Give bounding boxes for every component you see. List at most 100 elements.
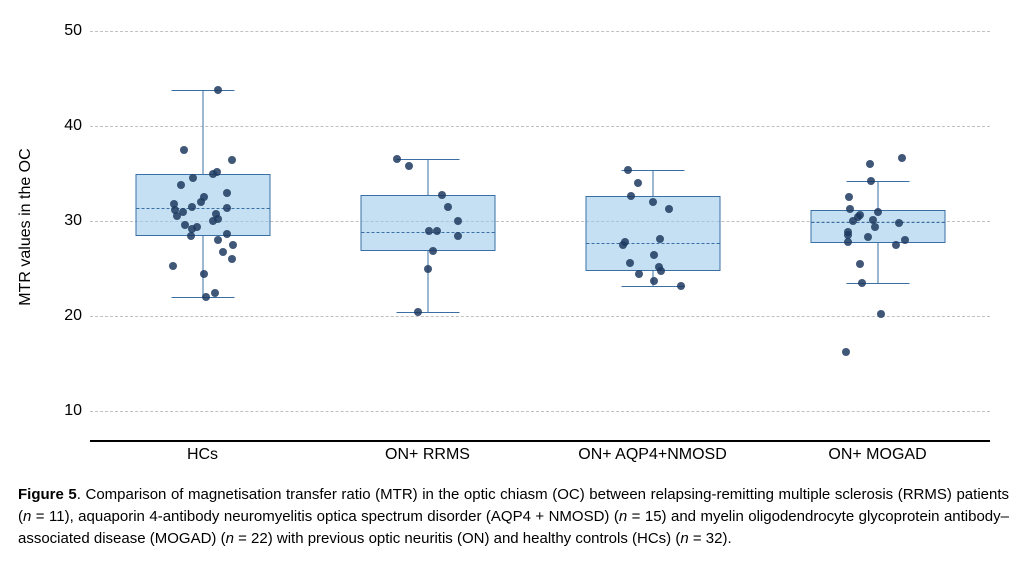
data-point [454,217,462,225]
figure-caption: Figure 5. Comparison of magnetisation tr… [18,484,1009,549]
caption-text: = 32). [689,530,732,547]
data-point [856,260,864,268]
data-point [665,205,673,213]
data-point [209,217,217,225]
data-point [202,293,210,301]
whisker-cap [846,283,909,284]
caption-n: n [680,530,688,547]
data-point [173,212,181,220]
whisker-cap [621,286,684,287]
data-point [424,265,432,273]
whisker-lower [202,236,203,298]
data-point [845,193,853,201]
x-tick-label: ON+ MOGAD [828,446,926,464]
data-point [169,262,177,270]
whisker-cap [846,181,909,182]
data-point [405,162,413,170]
data-point [200,270,208,278]
plot-area: 1020304050HCsON+ RRMSON+ AQP4+NMOSDON+ M… [90,12,990,442]
y-tick-label: 50 [32,22,82,40]
data-point [650,251,658,259]
gridline [90,31,990,32]
data-point [209,170,217,178]
data-point [892,241,900,249]
data-point [842,348,850,356]
data-point [866,160,874,168]
caption-text: = 22) with previous optic neuritis (ON) … [234,530,680,547]
data-point [898,154,906,162]
data-point [871,223,879,231]
caption-n: n [226,530,234,547]
data-point [454,232,462,240]
data-point [188,203,196,211]
data-point [223,230,231,238]
data-point [444,203,452,211]
figure: MTR values in the OC 1020304050HCsON+ RR… [0,0,1027,577]
whisker-cap [171,90,234,91]
data-point [656,235,664,243]
caption-n: n [619,508,627,525]
data-point [438,191,446,199]
data-point [649,198,657,206]
data-point [214,86,222,94]
data-point [627,192,635,200]
median-line [586,243,719,244]
data-point [223,189,231,197]
y-tick-label: 20 [32,307,82,325]
data-point [844,238,852,246]
data-point [626,259,634,267]
x-tick-label: ON+ AQP4+NMOSD [578,446,727,464]
data-point [867,177,875,185]
whisker-upper [427,159,428,194]
data-point [229,241,237,249]
x-tick-label: ON+ RRMS [385,446,470,464]
data-point [211,289,219,297]
caption-text: = 11), aquaporin 4-antibody neuromyeliti… [31,508,619,525]
data-point [849,217,857,225]
data-point [393,155,401,163]
x-tick-label: HCs [187,446,218,464]
data-point [858,279,866,287]
whisker-upper [877,181,878,210]
whisker-lower [877,243,878,283]
data-point [895,219,903,227]
data-point [228,156,236,164]
gridline [90,316,990,317]
whisker-upper [202,90,203,174]
figure-label: Figure 5 [18,486,77,503]
data-point [874,208,882,216]
whisker-upper [652,170,653,196]
data-point [433,227,441,235]
data-point [219,248,227,256]
data-point [223,204,231,212]
whisker-lower [427,251,428,312]
data-point [634,179,642,187]
data-point [180,146,188,154]
data-point [901,236,909,244]
whisker-cap [396,312,459,313]
data-point [619,241,627,249]
median-line [136,208,269,209]
gridline [90,126,990,127]
data-point [414,308,422,316]
y-tick-label: 40 [32,117,82,135]
y-tick-label: 10 [32,402,82,420]
data-point [846,205,854,213]
data-point [177,181,185,189]
data-point [189,174,197,182]
data-point [677,282,685,290]
data-point [197,198,205,206]
data-point [864,233,872,241]
data-point [228,255,236,263]
data-point [877,310,885,318]
data-point [187,232,195,240]
whisker-cap [396,159,459,160]
y-tick-label: 30 [32,212,82,230]
data-point [650,277,658,285]
data-point [657,267,665,275]
gridline [90,411,990,412]
data-point [429,247,437,255]
data-point [214,236,222,244]
data-point [635,270,643,278]
box [360,195,495,251]
